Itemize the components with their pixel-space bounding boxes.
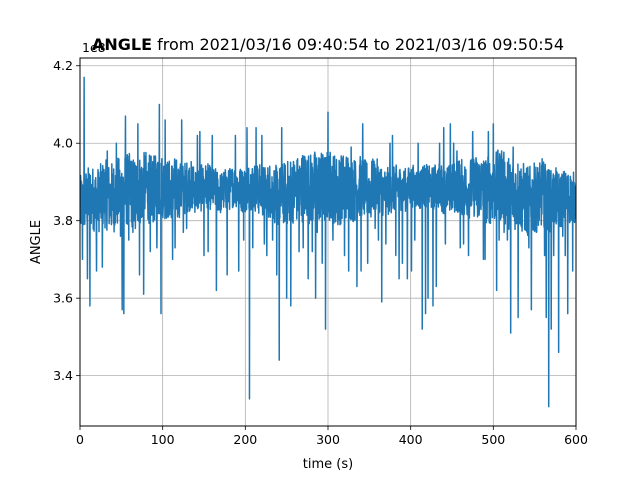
y-axis-label: ANGLE bbox=[29, 220, 44, 264]
y-tick-label: 4.0 bbox=[53, 136, 73, 151]
title-bold: ANGLE bbox=[92, 35, 152, 54]
y-offset-text: 1e8 bbox=[82, 40, 106, 55]
series-line bbox=[80, 76, 576, 408]
x-tick-label: 300 bbox=[316, 432, 340, 447]
x-tick-label: 0 bbox=[76, 432, 84, 447]
y-tick-label: 3.6 bbox=[53, 291, 73, 306]
y-tick-label: 3.8 bbox=[53, 213, 73, 228]
y-tick-label: 3.4 bbox=[53, 368, 73, 383]
x-axis: 0 100 200 300 400 500 600 bbox=[76, 426, 588, 447]
y-axis: 3.4 3.6 3.8 4.0 4.2 bbox=[53, 58, 80, 383]
x-tick-label: 100 bbox=[151, 432, 175, 447]
y-tick-label: 4.2 bbox=[53, 58, 73, 73]
x-tick-label: 400 bbox=[399, 432, 423, 447]
x-tick-label: 200 bbox=[233, 432, 257, 447]
title-rest: from 2021/03/16 09:40:54 to 2021/03/16 0… bbox=[152, 35, 564, 54]
x-tick-label: 600 bbox=[564, 432, 588, 447]
x-tick-label: 500 bbox=[481, 432, 505, 447]
x-axis-label: time (s) bbox=[303, 457, 353, 472]
chart-title: ANGLE from 2021/03/16 09:40:54 to 2021/0… bbox=[92, 35, 564, 54]
